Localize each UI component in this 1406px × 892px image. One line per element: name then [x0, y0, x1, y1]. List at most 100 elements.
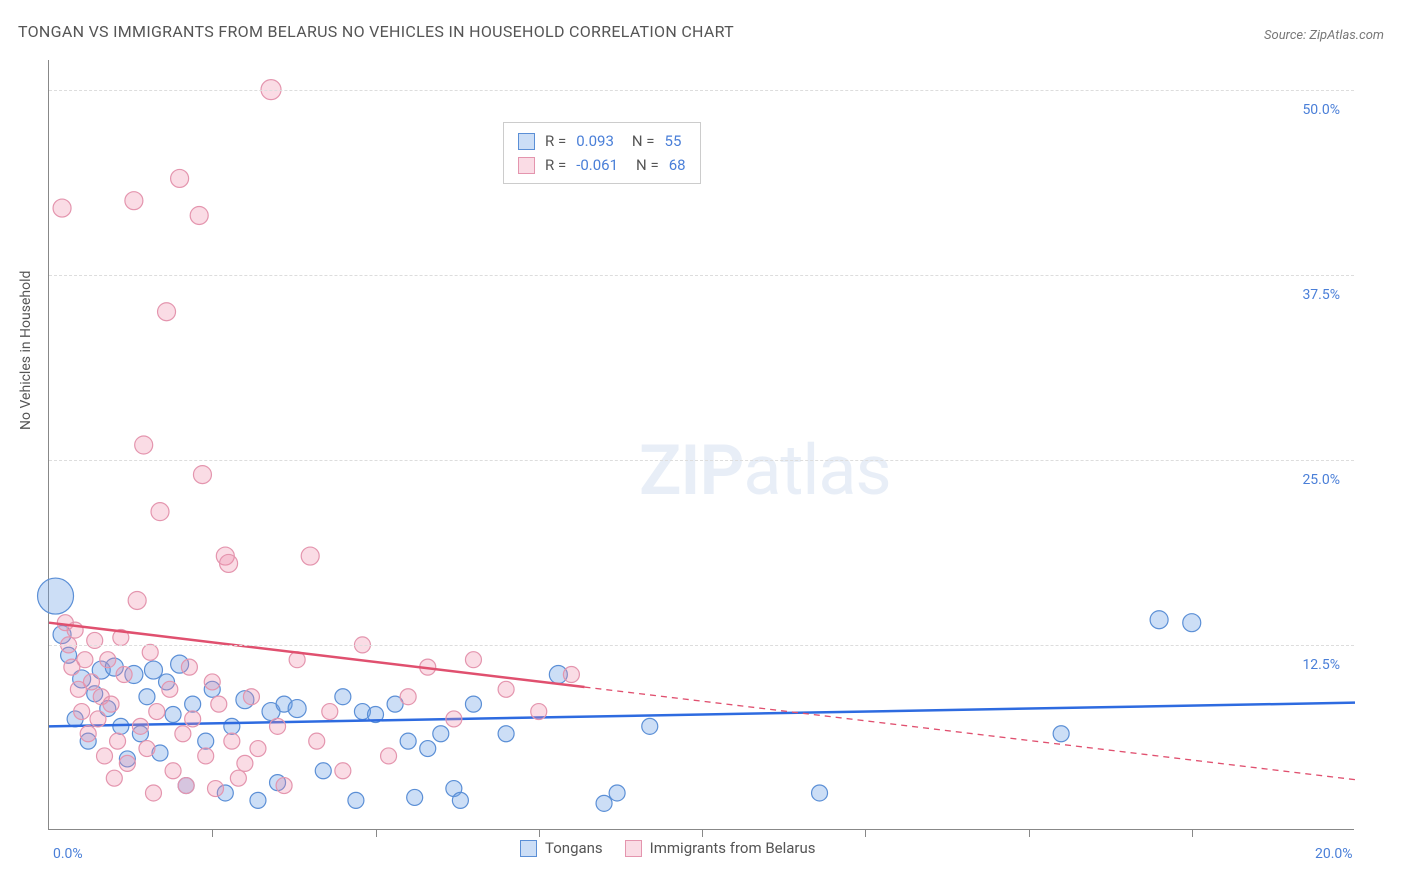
scatter-point — [139, 689, 155, 705]
x-tick — [1029, 829, 1030, 837]
legend-bottom-swatch-1 — [520, 840, 537, 857]
gridline — [49, 645, 1354, 646]
chart-svg — [49, 60, 1354, 829]
scatter-point — [110, 733, 126, 749]
chart-container: TONGAN VS IMMIGRANTS FROM BELARUS NO VEH… — [0, 0, 1406, 892]
scatter-point — [531, 704, 547, 720]
scatter-point — [119, 755, 135, 771]
scatter-point — [446, 711, 462, 727]
legend-bottom-swatch-2 — [625, 840, 642, 857]
scatter-point — [100, 652, 116, 668]
scatter-point — [53, 199, 71, 217]
y-tick-label: 25.0% — [1302, 472, 1340, 488]
legend-r-label-1: R = — [545, 132, 566, 150]
x-tick — [702, 829, 703, 837]
scatter-point — [185, 711, 201, 727]
gridline — [49, 460, 1354, 461]
scatter-point — [642, 718, 658, 734]
x-tick — [376, 829, 377, 837]
scatter-point — [83, 674, 99, 690]
legend-r-value-2: -0.061 — [576, 156, 618, 174]
scatter-point — [128, 591, 146, 609]
scatter-point — [87, 632, 103, 648]
y-tick-label: 50.0% — [1302, 102, 1340, 118]
scatter-point — [178, 778, 194, 794]
scatter-point — [315, 763, 331, 779]
scatter-point — [106, 770, 122, 786]
scatter-point — [498, 726, 514, 742]
x-tick — [212, 829, 213, 837]
legend-r-value-1: 0.093 — [576, 132, 614, 150]
scatter-point — [135, 436, 153, 454]
scatter-point — [162, 681, 178, 697]
scatter-point — [465, 652, 481, 668]
legend-top-row-1: R = 0.093 N = 55 — [518, 129, 686, 153]
scatter-point — [563, 667, 579, 683]
scatter-point — [165, 763, 181, 779]
plot-area: ZIPatlas R = 0.093 N = 55 R = -0.061 N =… — [48, 60, 1354, 830]
scatter-point — [812, 785, 828, 801]
scatter-point — [309, 733, 325, 749]
x-tick-label: 20.0% — [1315, 846, 1353, 862]
scatter-point — [171, 169, 189, 187]
scatter-point — [198, 733, 214, 749]
legend-top: R = 0.093 N = 55 R = -0.061 N = 68 — [503, 122, 701, 184]
scatter-point — [208, 781, 224, 797]
legend-n-label-1: N = — [632, 132, 655, 150]
y-tick-label: 37.5% — [1302, 287, 1340, 303]
scatter-point — [185, 696, 201, 712]
scatter-point — [97, 748, 113, 764]
legend-r-label-2: R = — [545, 156, 566, 174]
scatter-point — [103, 696, 119, 712]
gridline — [49, 90, 1354, 91]
scatter-point — [1053, 726, 1069, 742]
legend-bottom-label-1: Tongans — [545, 839, 603, 857]
legend-swatch-2 — [518, 157, 535, 174]
scatter-point — [80, 726, 96, 742]
scatter-point — [165, 707, 181, 723]
scatter-point — [230, 770, 246, 786]
scatter-point — [407, 789, 423, 805]
scatter-point — [322, 704, 338, 720]
scatter-point — [433, 726, 449, 742]
scatter-point — [609, 785, 625, 801]
source-attribution: Source: ZipAtlas.com — [1264, 28, 1384, 43]
scatter-point — [452, 792, 468, 808]
scatter-point — [204, 674, 220, 690]
x-tick — [539, 829, 540, 837]
legend-swatch-1 — [518, 133, 535, 150]
gridline — [49, 275, 1354, 276]
legend-top-row-2: R = -0.061 N = 68 — [518, 153, 686, 177]
scatter-point — [276, 778, 292, 794]
scatter-point — [132, 718, 148, 734]
scatter-point — [220, 554, 238, 572]
scatter-point — [381, 748, 397, 764]
legend-bottom-label-2: Immigrants from Belarus — [650, 839, 816, 857]
scatter-point — [250, 741, 266, 757]
x-tick-label: 0.0% — [53, 846, 83, 862]
scatter-point — [498, 681, 514, 697]
scatter-point — [149, 704, 165, 720]
scatter-point — [224, 733, 240, 749]
chart-title: TONGAN VS IMMIGRANTS FROM BELARUS NO VEH… — [18, 22, 734, 41]
scatter-point — [465, 696, 481, 712]
scatter-point — [335, 763, 351, 779]
y-tick-label: 12.5% — [1302, 657, 1340, 673]
scatter-point — [144, 661, 162, 679]
scatter-point — [198, 748, 214, 764]
y-axis-label: No Vehicles in Household — [18, 271, 34, 430]
scatter-point — [301, 547, 319, 565]
scatter-point — [139, 741, 155, 757]
scatter-point — [211, 696, 227, 712]
scatter-point — [190, 206, 208, 224]
scatter-point — [250, 792, 266, 808]
scatter-point — [142, 644, 158, 660]
scatter-point — [348, 792, 364, 808]
legend-n-value-1: 55 — [665, 132, 682, 150]
scatter-point — [175, 726, 191, 742]
scatter-point — [145, 785, 161, 801]
scatter-point — [237, 755, 253, 771]
legend-bottom: Tongans Immigrants from Belarus — [520, 839, 816, 857]
scatter-point — [1183, 614, 1201, 632]
scatter-point — [77, 652, 93, 668]
